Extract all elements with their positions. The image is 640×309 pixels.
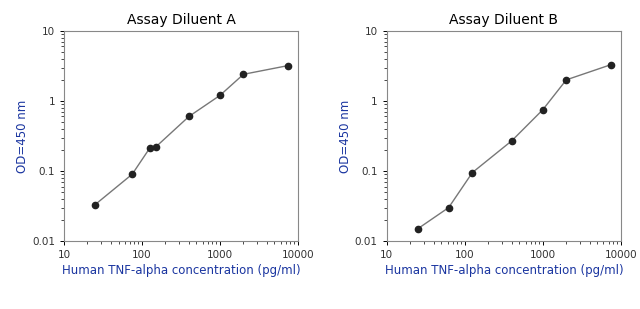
Title: Assay Diluent B: Assay Diluent B <box>449 13 558 27</box>
Y-axis label: OD=450 nm: OD=450 nm <box>339 99 352 173</box>
Y-axis label: OD=450 nm: OD=450 nm <box>16 99 29 173</box>
Title: Assay Diluent A: Assay Diluent A <box>127 13 236 27</box>
X-axis label: Human TNF-alpha concentration (pg/ml): Human TNF-alpha concentration (pg/ml) <box>61 264 300 277</box>
X-axis label: Human TNF-alpha concentration (pg/ml): Human TNF-alpha concentration (pg/ml) <box>385 264 623 277</box>
